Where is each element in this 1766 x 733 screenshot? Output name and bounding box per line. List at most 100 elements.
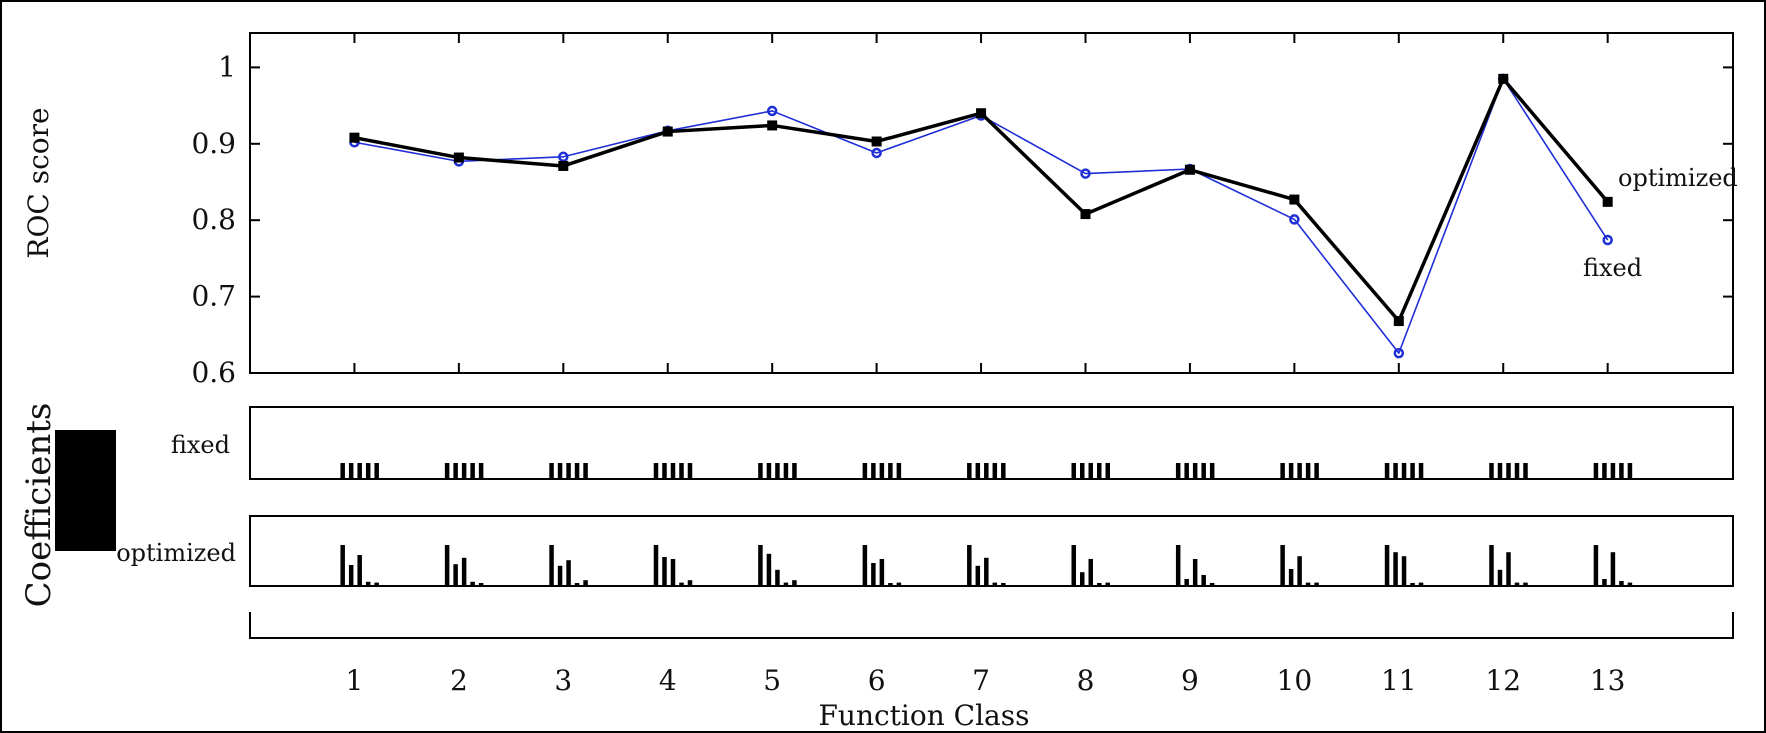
coef-bar-optimized [975,565,981,585]
coef-bar-fixed [792,463,797,478]
coef-bar-fixed [478,463,484,478]
coef-bar-fixed [1305,463,1311,478]
coef-bar-optimized [1201,575,1206,585]
coef-bar-fixed [1418,463,1424,478]
coef-bar-optimized [792,580,797,585]
coef-bar-fixed [662,463,667,478]
coef-bar-optimized [1593,545,1599,585]
point-fixed [1080,168,1091,179]
coef-bar-fixed [984,463,989,478]
coef-bar-optimized [879,559,885,585]
coef-bar-fixed [670,463,676,478]
coef-bar-optimized [1619,581,1624,585]
coef-bar-fixed [1523,463,1528,478]
coef-bar-fixed [1096,463,1102,478]
x-tick-label: 11 [1381,664,1417,697]
x-tick-label: 7 [972,664,990,697]
roc-y-tick-label: 0.7 [191,280,236,313]
coef-bar-fixed [992,463,998,478]
coef-bar-optimized [1627,582,1633,585]
coef-bar-optimized [1105,582,1110,585]
point-optimized [662,126,673,137]
coef-bar-fixed [1593,463,1599,478]
coef-bar-fixed [1506,463,1511,478]
coef-bar-fixed [766,463,772,478]
coef-bar-optimized [1602,579,1607,585]
coef-bar-fixed [1201,463,1206,478]
coef-bar-optimized [1096,583,1102,585]
point-optimized [976,108,987,119]
coef-bar-fixed [783,463,789,478]
coef-bar-fixed [1489,463,1494,478]
coef-bar-fixed [444,463,450,478]
point-fixed [558,151,569,163]
coef-bar-fixed [687,463,693,478]
point-optimized [558,160,569,171]
series-label-fixed: fixed [1583,254,1642,282]
coef-bar-optimized [1071,545,1076,585]
coef-bar-fixed [1175,463,1181,478]
coef-bar-optimized [557,565,563,585]
coef-bar-fixed [1280,463,1285,478]
x-tick-label: 13 [1590,664,1626,697]
coef-bar-optimized [453,564,458,585]
coef-bar-fixed [871,463,876,478]
coef-bar-fixed [1088,463,1093,478]
coef-bar-optimized [1001,583,1006,585]
roc-y-axis-title: ROC score [22,107,55,258]
coef-bar-optimized [1523,582,1528,585]
coef-bar-optimized [365,581,371,585]
coef-bar-fixed [1619,463,1624,478]
coef-bar-fixed [1627,463,1633,478]
coef-bar-optimized [871,563,876,585]
coef-bar-optimized [896,582,902,585]
point-fixed [766,105,778,117]
coef-bar-fixed [574,463,580,478]
coef-bar-optimized [1209,583,1215,585]
coef-bar-optimized [461,557,467,585]
coef-bar-optimized [1088,559,1093,585]
x-tick-label: 4 [659,664,677,697]
point-optimized [1080,209,1091,220]
coef-bar-fixed [549,463,554,478]
x-tick-label: 10 [1277,664,1313,697]
point-fixed [1289,214,1300,225]
coef-bar-optimized [653,545,659,585]
coef-bar-fixed [1001,463,1006,478]
coef-bar-fixed [1410,463,1415,478]
coef-bar-fixed [1288,463,1294,478]
point-optimized [871,136,882,147]
roc-y-ticks: 0.6 0.7 0.8 0.9 1 [191,50,1733,389]
coef-bar-fixed [1497,463,1503,478]
coef-bar-fixed [1384,463,1390,478]
point-optimized [1184,164,1195,175]
coef-bar-fixed [1314,463,1319,478]
coef-bar-optimized [984,557,989,585]
coef-bar-optimized [340,545,345,585]
coef-row-label-optimized: optimized [116,539,236,567]
coef-bar-fixed [888,463,893,478]
coef-bar-fixed [1297,463,1302,478]
point-optimized [349,132,360,143]
x-tick-label: 6 [868,664,886,697]
coef-bar-fixed [1184,463,1189,478]
coef-bar-optimized [1410,583,1415,585]
coef-bar-optimized [1393,552,1398,585]
coef-bar-fixed [967,463,972,478]
x-tick-label: 9 [1181,664,1199,697]
coef-bar-optimized [444,545,450,585]
coef-bar-optimized [1314,582,1319,585]
coef-bar-fixed [470,463,475,478]
coef-bar-fixed [896,463,902,478]
coef-bar-fixed [775,463,780,478]
coef-bar-optimized [758,545,763,585]
coef-bar-optimized [1280,545,1285,585]
roc-plot-frame [249,32,1734,374]
coef-bars-fixed [340,463,1633,478]
coef-bar-optimized [1610,552,1616,585]
coef-bar-fixed [374,463,379,478]
coef-bar-optimized [1297,556,1302,585]
coef-bar-fixed [583,463,588,478]
